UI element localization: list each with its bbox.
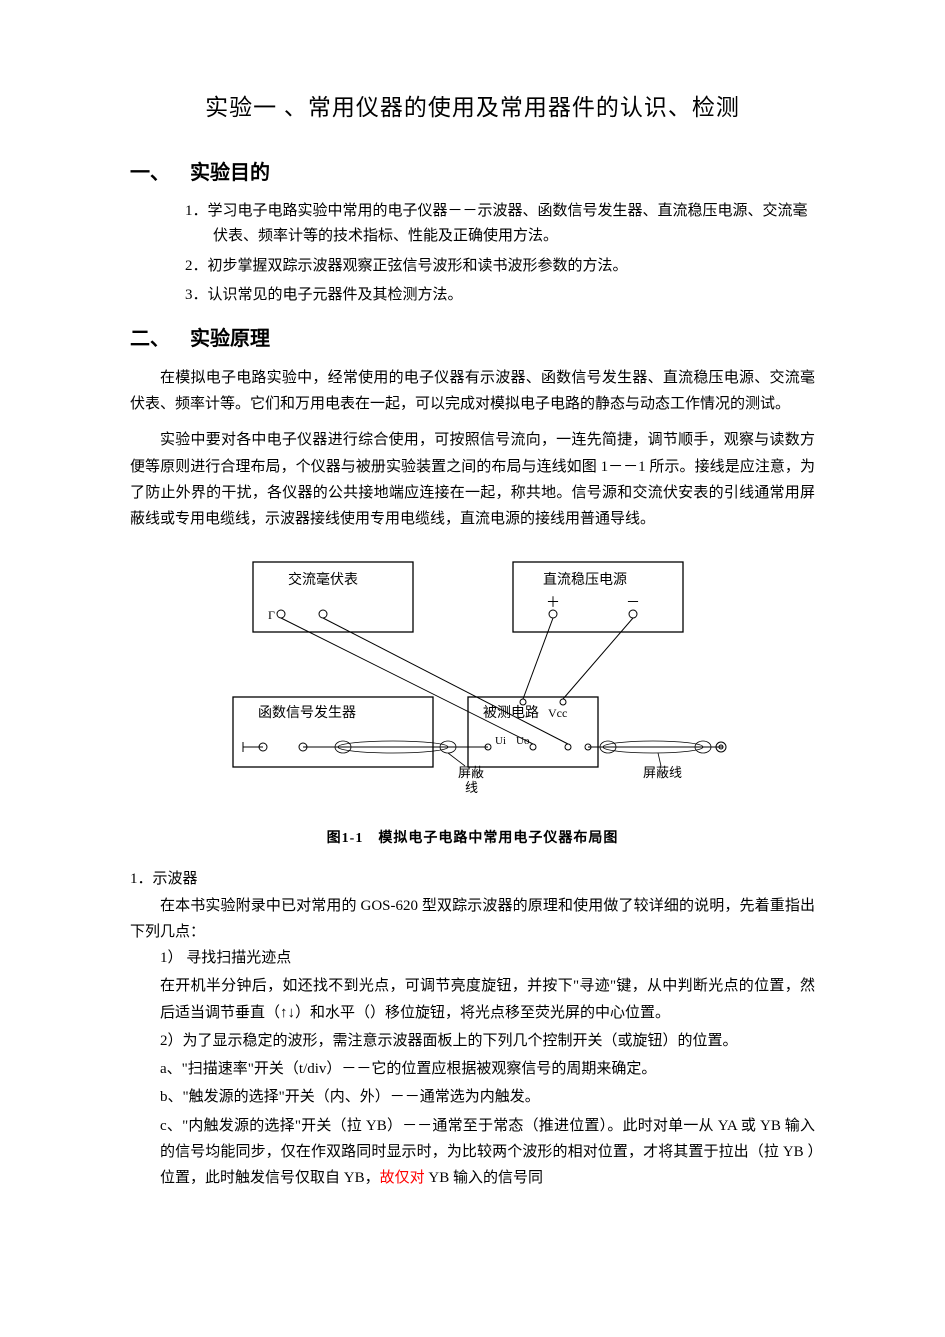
vm-term-1 [277, 610, 285, 618]
osc-point-1-body: 在开机半分钟后，如还找不到光点，可调节亮度旋钮，并按下"寻迹"键，从中判断光点的… [160, 973, 815, 1026]
vm-term-2 [319, 610, 327, 618]
dcpower-label: 直流稳压电源 [543, 571, 627, 588]
dut-vcc-2 [560, 699, 566, 705]
ui-label: Ui [495, 735, 506, 747]
principle-para-2: 实验中要对各中电子仪器进行综合使用，可按照信号流向，一连先简捷，调节顺手，观察与… [130, 427, 815, 532]
section-1-num: 一、 [130, 157, 190, 189]
section-1-text: 实验目的 [190, 162, 270, 184]
dc-term-pos [549, 610, 557, 618]
vcc-label: Vcc [548, 706, 567, 720]
objective-item: 3．认识常见的电子元器件及其检测方法。 [185, 283, 815, 309]
osc-point-b: b、"触发源的选择"开关（内、外）－－通常选为内触发。 [160, 1084, 815, 1110]
osc-c-tail: YB 输入的信号同 [425, 1170, 543, 1186]
minus-icon: － [626, 596, 640, 611]
shield-label-2: 屏蔽线 [643, 765, 682, 780]
shield-label-1b: 线 [465, 780, 478, 795]
objective-item: 1．学习电子电路实验中常用的电子仪器－－示波器、函数信号发生器、直流稳压电源、交… [185, 199, 815, 250]
oscilloscope-heading: 1．示波器 [130, 867, 815, 891]
wire-vm-2 [323, 618, 568, 744]
dut-term-3 [565, 744, 571, 750]
para-text: 在模拟电子电路实验中，经常使用的电子仪器有示波器、函数信号发生器、直流稳压电源、… [130, 365, 815, 418]
figure-caption: 图1-1 模拟电子电路中常用电子仪器布局图 [130, 828, 815, 850]
wire-dc-2 [563, 618, 633, 699]
objective-item: 2．初步掌握双踪示波器观察正弦信号波形和读书波形参数的方法。 [185, 254, 815, 280]
osc-intro: 在本书实验附录中已对常用的 GOS-620 型双踪示波器的原理和使用做了较详细的… [130, 893, 815, 946]
osc-point-1: 1） 寻找扫描光迹点 [160, 945, 815, 971]
shield-pointer-1 [448, 753, 465, 766]
para-text: 实验中要对各中电子仪器进行综合使用，可按照信号流向，一连先简捷，调节顺手，观察与… [130, 427, 815, 532]
dc-term-neg [629, 610, 637, 618]
dut-uo-term [530, 744, 536, 750]
principle-para-1: 在模拟电子电路实验中，经常使用的电子仪器有示波器、函数信号发生器、直流稳压电源、… [130, 365, 815, 418]
gamma-icon: Γ [268, 608, 275, 622]
section-1-heading: 一、实验目的 [130, 157, 815, 189]
figure-1-1: 交流毫伏表 Γ 直流稳压电源 ＋ － 函数信号发生器 被测电路 Vcc Ui U… [130, 552, 815, 850]
dut-label: 被测电路 [483, 705, 539, 721]
osc-point-a: a、"扫描速率"开关（t/div）－－它的位置应根据被观察信号的周期来确定。 [160, 1056, 815, 1082]
section-2-heading: 二、实验原理 [130, 323, 815, 355]
siggen-label: 函数信号发生器 [258, 705, 356, 721]
osc-c-red: 故仅对 [380, 1170, 425, 1186]
dut-vcc-1 [520, 699, 526, 705]
objectives-list: 1．学习电子电路实验中常用的电子仪器－－示波器、函数信号发生器、直流稳压电源、交… [185, 199, 815, 309]
wire-dc-1 [523, 618, 553, 699]
section-2-text: 实验原理 [190, 328, 270, 350]
document-title: 实验一 、常用仪器的使用及常用器件的认识、检测 [130, 90, 815, 127]
osc-point-c: c、"内触发源的选择"开关（拉 YB）－－通常至于常态（推进位置）。此时对单一从… [160, 1113, 815, 1192]
section-2-num: 二、 [130, 323, 190, 355]
shield-label-1a: 屏蔽 [458, 765, 484, 780]
osc-point-2: 2）为了显示稳定的波形，需注意示波器面板上的下列几个控制开关（或旋钮）的位置。 [160, 1028, 815, 1054]
voltmeter-label: 交流毫伏表 [288, 571, 358, 588]
plus-icon: ＋ [546, 596, 560, 611]
wire-vm-1 [281, 618, 533, 744]
layout-diagram: 交流毫伏表 Γ 直流稳压电源 ＋ － 函数信号发生器 被测电路 Vcc Ui U… [213, 552, 733, 812]
